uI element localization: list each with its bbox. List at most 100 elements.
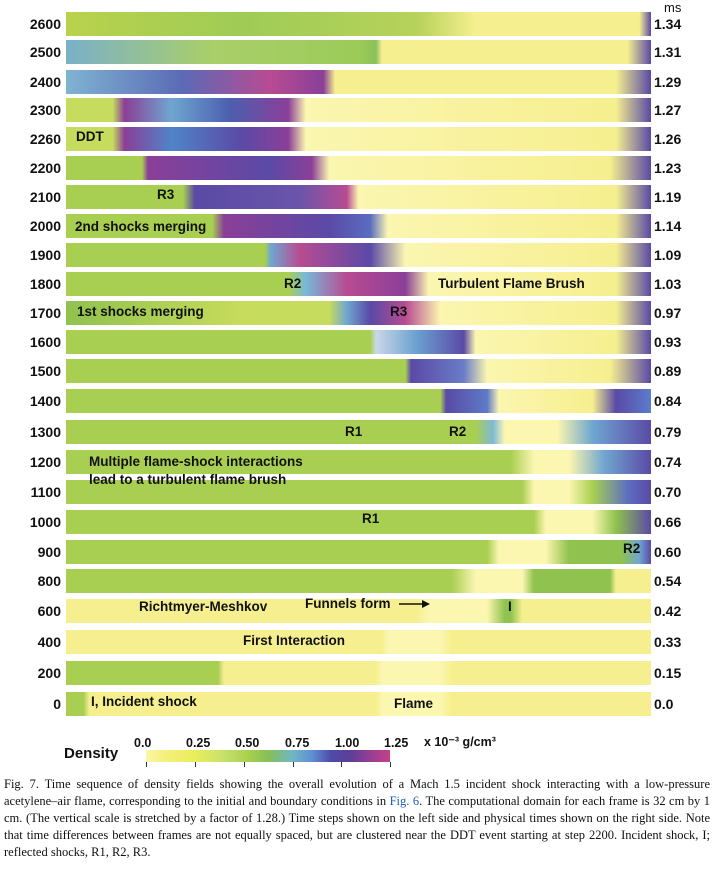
time-label: 0.97 (654, 305, 682, 321)
step-label: 1700 (29, 305, 61, 321)
step-label: 400 (37, 634, 61, 650)
density-frame-400 (66, 630, 651, 654)
step-label: 2000 (29, 218, 61, 234)
time-label: 0.54 (654, 573, 682, 589)
step-label: 2100 (29, 189, 61, 205)
density-frame-1900 (66, 243, 651, 267)
time-label: 0.84 (654, 393, 682, 409)
incident-shock-annotation-0: I, Incident shock (91, 694, 197, 709)
colorbar-label: Density (64, 745, 119, 762)
time-label: 0.0 (654, 696, 674, 712)
time-label: 1.09 (654, 247, 682, 263)
time-label: 0.33 (654, 634, 682, 650)
colorbar-tick-mark (293, 762, 294, 767)
density-frame-800 (66, 569, 651, 593)
step-label: 800 (37, 573, 61, 589)
time-label: 1.26 (654, 131, 682, 147)
colorbar-tick-4: 1.00 (335, 736, 360, 750)
multiple-interactions-annotation-line1: Multiple flame-shock interactions (89, 454, 303, 469)
time-label: 0.15 (654, 665, 682, 681)
r2-annotation-1300: R2 (449, 424, 467, 439)
colorbar-tick-3: 0.75 (285, 736, 310, 750)
turbulent-flame-brush-annotation: Turbulent Flame Brush (438, 276, 585, 291)
step-label: 1200 (29, 454, 61, 470)
density-frame-2400 (66, 70, 651, 94)
first-shocks-merging-annotation: 1st shocks merging (77, 304, 204, 319)
density-colorbar (146, 750, 390, 762)
colorbar-tick-mark (146, 762, 147, 767)
caption-text-part2: . The computational domain for each fram… (4, 794, 710, 859)
time-label: 0.66 (654, 514, 682, 530)
colorbar-tick-1: 0.25 (186, 736, 211, 750)
step-label: 1600 (29, 334, 61, 350)
density-frame-0 (66, 692, 651, 716)
time-label: 0.42 (654, 603, 682, 619)
figure-caption: Fig. 7. Time sequence of density fields … (4, 776, 710, 861)
step-label: 200 (37, 665, 61, 681)
density-frame-1500 (66, 359, 651, 383)
density-frame-2260 (66, 127, 651, 151)
step-label: 1000 (29, 514, 61, 530)
density-frame-1700 (66, 301, 651, 325)
step-label: 2500 (29, 44, 61, 60)
time-label: 0.79 (654, 424, 682, 440)
time-label: 0.89 (654, 363, 682, 379)
step-label: 1400 (29, 393, 61, 409)
time-label: 1.29 (654, 74, 682, 90)
density-frame-1600 (66, 330, 651, 354)
density-frame-1000 (66, 510, 651, 534)
density-frame-2100 (66, 185, 651, 209)
colorbar-tick-mark (195, 762, 196, 767)
time-label: 1.03 (654, 276, 682, 292)
density-frame-600 (66, 599, 651, 623)
step-label: 1100 (30, 484, 61, 500)
time-label: 0.74 (654, 454, 682, 470)
density-frame-2600 (66, 12, 651, 36)
richtmyer-meshkov-annotation: Richtmyer-Meshkov (139, 599, 268, 614)
colorbar-tick-mark (244, 762, 245, 767)
step-label: 2600 (29, 16, 61, 32)
density-frame-2000 (66, 214, 651, 238)
step-label: 600 (37, 603, 61, 619)
colorbar-tick-0: 0.0 (134, 736, 152, 750)
time-label: 1.14 (654, 218, 682, 234)
density-frame-1400 (66, 389, 651, 413)
step-label: 1300 (29, 424, 61, 440)
time-label: 1.31 (654, 44, 682, 60)
step-label: 1800 (29, 276, 61, 292)
r3-annotation-1700: R3 (390, 304, 408, 319)
time-label: 1.27 (654, 102, 682, 118)
incident-shock-annotation-600: I (508, 599, 512, 614)
caption-text-part1: Fig. 7. Time sequence of density fields … (4, 777, 710, 808)
density-frame-1300 (66, 420, 651, 444)
r2-annotation-900: R2 (623, 541, 641, 556)
step-label: 2260 (29, 131, 61, 147)
colorbar-tick-mark (390, 762, 391, 767)
step-label: 2300 (29, 102, 61, 118)
r1-annotation-1000: R1 (362, 511, 380, 526)
step-label: 900 (37, 544, 61, 560)
flame-annotation: Flame (394, 696, 434, 711)
second-shocks-merging-annotation: 2nd shocks merging (75, 219, 207, 234)
step-label: 0 (53, 696, 61, 712)
time-label: 1.19 (654, 189, 682, 205)
density-frame-200 (66, 661, 651, 685)
time-label: 1.23 (654, 160, 682, 176)
ddt-annotation: DDT (76, 129, 104, 144)
density-frame-2300 (66, 98, 651, 122)
colorbar-unit: x 10⁻³ g/cm³ (424, 735, 496, 749)
funnels-form-annotation: Funnels form (305, 596, 391, 611)
first-interaction-annotation: First Interaction (243, 633, 346, 648)
time-label: 0.70 (654, 484, 682, 500)
time-label: 1.34 (654, 16, 682, 32)
step-label: 1900 (29, 247, 61, 263)
funnels-arrow-icon (399, 600, 430, 608)
multiple-interactions-annotation-line2: lead to a turbulent flame brush (89, 472, 287, 487)
r1-annotation-1300: R1 (345, 424, 363, 439)
colorbar-tick-mark (341, 762, 342, 767)
figure-6-link[interactable]: Fig. 6 (389, 794, 420, 808)
time-label: 0.60 (654, 544, 682, 560)
density-frame-2500 (66, 40, 651, 64)
r2-annotation-1800: R2 (284, 276, 302, 291)
